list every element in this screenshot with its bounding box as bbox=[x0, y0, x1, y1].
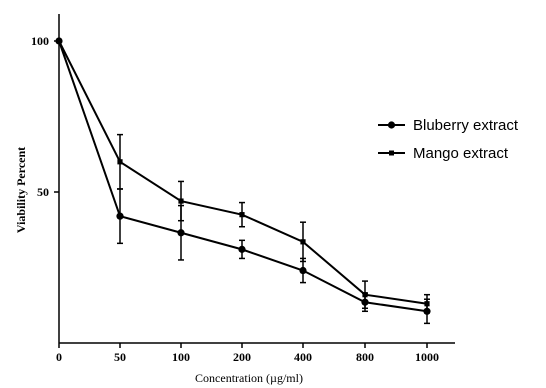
y-tick-label: 50 bbox=[37, 185, 49, 199]
data-point bbox=[117, 159, 123, 165]
x-tick-label: 50 bbox=[114, 350, 126, 364]
chart-axes bbox=[58, 14, 455, 344]
data-point bbox=[178, 198, 184, 204]
legend-label: Mango extract bbox=[413, 145, 509, 162]
data-point bbox=[238, 245, 246, 253]
series-circle bbox=[55, 37, 431, 325]
x-tick-label: 200 bbox=[233, 350, 251, 364]
series-line bbox=[58, 40, 428, 313]
legend-marker bbox=[387, 121, 396, 129]
data-point bbox=[362, 292, 368, 298]
legend: Bluberry extract Mango extract bbox=[378, 117, 519, 162]
x-tick-label: 1000 bbox=[415, 350, 439, 364]
legend-item: Mango extract bbox=[378, 145, 509, 162]
x-tick-label: 0 bbox=[56, 350, 62, 364]
y-tick-label: 100 bbox=[31, 34, 49, 48]
x-tick-label: 800 bbox=[356, 350, 374, 364]
x-tick-label: 100 bbox=[172, 350, 190, 364]
data-point bbox=[56, 38, 62, 44]
data-point bbox=[424, 301, 430, 307]
data-point bbox=[299, 266, 307, 275]
legend-item: Bluberry extract bbox=[378, 117, 519, 134]
y-axis-title: Viability Percent bbox=[14, 147, 28, 233]
series-line bbox=[58, 40, 428, 305]
data-point bbox=[116, 212, 124, 220]
y-axis-ticks: 50 100 bbox=[31, 34, 59, 199]
x-axis-ticks: 0 50 100 200 400 800 1000 bbox=[56, 343, 439, 364]
data-point bbox=[177, 229, 185, 237]
data-point bbox=[300, 239, 306, 245]
x-axis-title: Concentration (µg/ml) bbox=[195, 371, 303, 385]
legend-marker bbox=[389, 150, 394, 156]
data-point bbox=[239, 212, 245, 218]
legend-label: Bluberry extract bbox=[413, 117, 519, 134]
series-square bbox=[56, 38, 430, 314]
series-layer bbox=[55, 37, 431, 325]
x-tick-label: 400 bbox=[294, 350, 312, 364]
